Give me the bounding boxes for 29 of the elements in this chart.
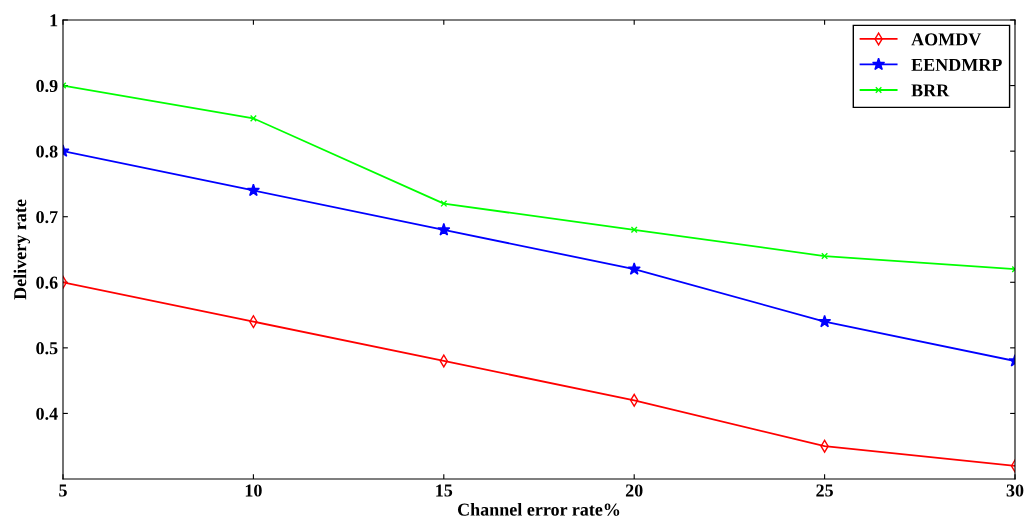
x-tick-label: 5 — [59, 484, 67, 497]
point — [439, 354, 449, 368]
y-tick-label: 0.4 — [36, 407, 58, 420]
y-tick-label: 0.5 — [36, 342, 58, 355]
point — [437, 222, 451, 236]
x-tick-label: 25 — [816, 484, 833, 497]
x-tick-label: 15 — [436, 484, 453, 497]
line-series — [63, 82, 1015, 273]
legend-label: AOMDV — [911, 33, 982, 46]
point — [440, 200, 448, 208]
point — [817, 314, 832, 328]
legend-label: EENDMRP — [911, 58, 1002, 71]
legend-label: BRR — [911, 84, 950, 97]
point — [249, 114, 257, 122]
y-tick-label: 0.6 — [36, 276, 58, 289]
y-tick-label: 1 — [50, 14, 58, 27]
point — [629, 393, 639, 407]
y-tick-label: 0.7 — [36, 210, 58, 224]
y-tick-label: 0.9 — [36, 79, 58, 93]
x-tick-label: 10 — [245, 484, 262, 497]
x-axis-title: Channel error rate% — [457, 503, 620, 516]
point — [630, 226, 638, 234]
x-tick-label: 30 — [1006, 484, 1024, 497]
point — [627, 262, 641, 275]
y-axis-title: Delivery rate — [13, 199, 31, 300]
point — [821, 252, 829, 260]
y-tick-label: 0.8 — [36, 145, 58, 158]
x-tick-label: 20 — [625, 484, 643, 497]
point — [246, 183, 261, 197]
